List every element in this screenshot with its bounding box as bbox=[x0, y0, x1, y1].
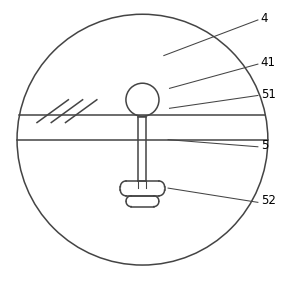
Text: 41: 41 bbox=[261, 56, 276, 69]
Text: 4: 4 bbox=[261, 12, 268, 25]
Text: 52: 52 bbox=[261, 194, 276, 207]
Text: 51: 51 bbox=[261, 87, 276, 101]
Text: 5: 5 bbox=[261, 139, 268, 152]
